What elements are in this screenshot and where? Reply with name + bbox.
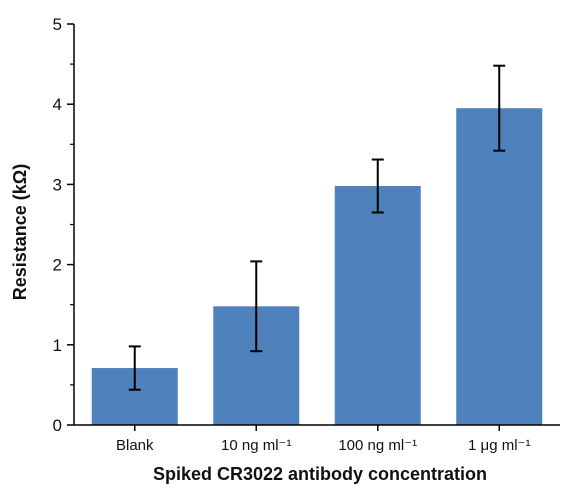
x-tick-label: 10 ng ml⁻¹ — [221, 437, 291, 454]
bars-group — [91, 108, 543, 426]
y-tick-label: 1 — [53, 336, 62, 355]
x-tick-label: 1 μg ml⁻¹ — [468, 437, 530, 454]
x-tick-labels-group: Blank 10 ng ml⁻¹ 100 ng ml⁻¹ 1 μg ml⁻¹ — [116, 425, 530, 454]
error-bars-group — [128, 64, 506, 391]
y-tick-label: 5 — [53, 15, 62, 34]
x-axis-title: Spiked CR3022 antibody concentration — [153, 464, 487, 484]
y-tick-label: 3 — [53, 175, 62, 194]
x-tick-label: 100 ng ml⁻¹ — [338, 437, 417, 454]
y-tick-label: 0 — [53, 416, 62, 435]
x-tick-label: Blank — [116, 437, 154, 454]
y-tick-label: 2 — [53, 256, 62, 275]
bar — [334, 186, 421, 425]
y-ticks-group: 0 1 2 3 4 5 — [53, 15, 74, 435]
y-axis-title: Resistance (kΩ) — [10, 164, 30, 301]
bar — [456, 108, 543, 426]
y-tick-label: 4 — [53, 95, 62, 114]
